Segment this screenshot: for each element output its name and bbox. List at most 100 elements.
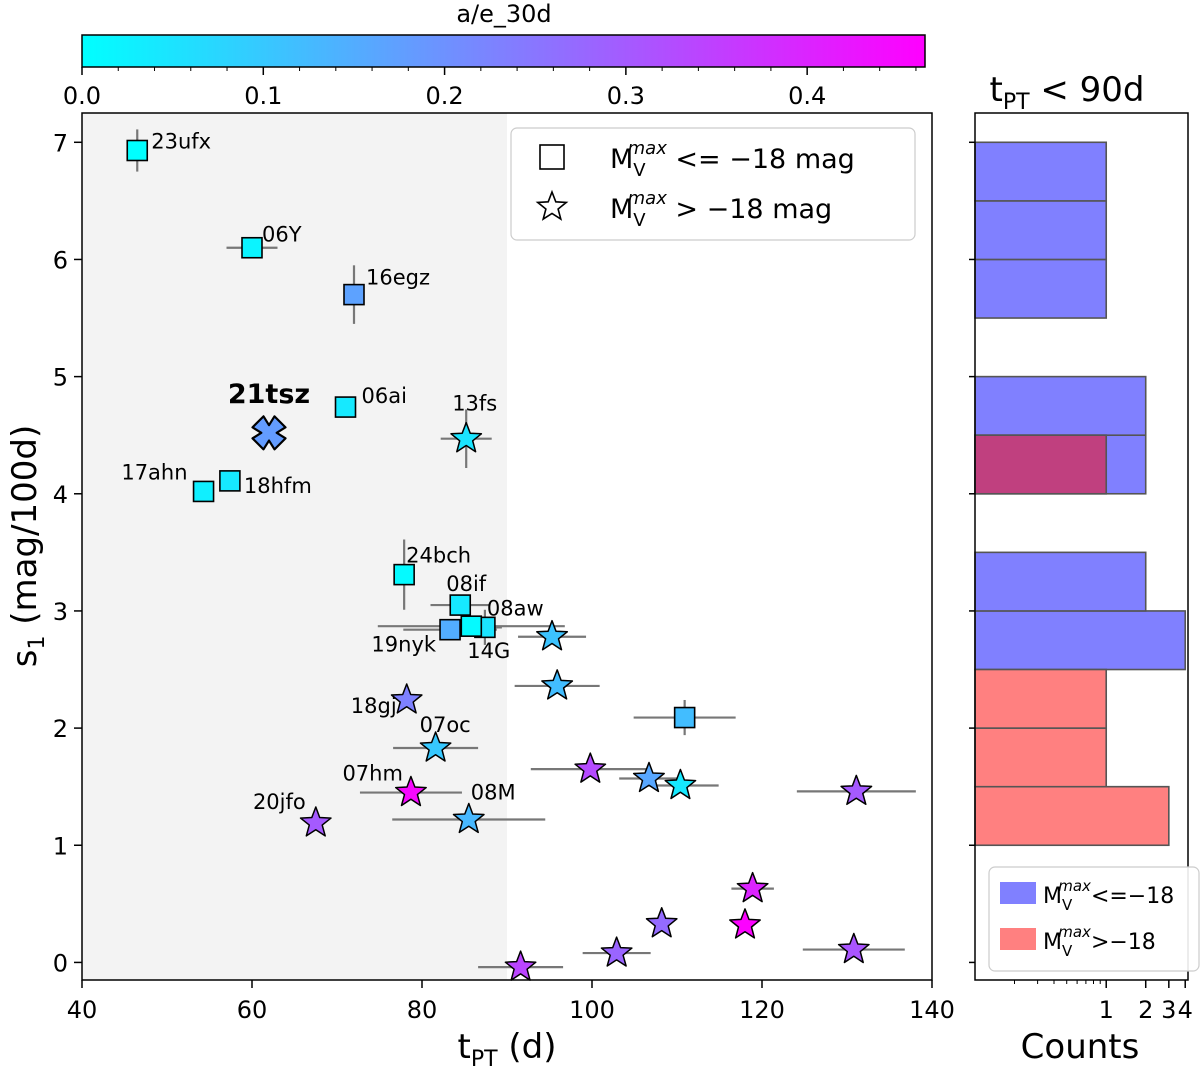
histogram-bar-bright [974, 258, 1108, 319]
data-point-star [536, 619, 569, 651]
data-point-star [664, 768, 697, 800]
colorbar-gradient [81, 34, 926, 68]
data-point-star [450, 421, 483, 453]
data-point-square [393, 563, 415, 586]
x-tick-label: 120 [739, 996, 785, 1024]
data-point-star [394, 775, 427, 807]
histogram-x-tick-label: 4 [1178, 996, 1193, 1024]
point-label: 18hfm [244, 474, 312, 498]
data-point-star [574, 752, 607, 783]
x-tick-label: 60 [237, 996, 268, 1024]
x-tick-label: 140 [909, 996, 955, 1024]
data-point-square [241, 236, 263, 259]
data-point-square [334, 396, 357, 418]
point-label: 17ahn [121, 460, 187, 484]
y-tick-label: 6 [53, 246, 68, 274]
point-label: 20jfo [253, 790, 306, 814]
data-point-star [419, 731, 452, 762]
y-tick-label: 7 [53, 129, 68, 157]
legend-square-icon [539, 144, 565, 170]
point-label: 07hm [342, 762, 403, 786]
data-point-square [449, 594, 472, 616]
y-tick-label: 2 [53, 715, 68, 743]
colorbar: a/e_30d 0.0 0.1 0.2 0.3 0.4 [63, 0, 926, 110]
point-label: 06Y [262, 223, 302, 247]
point-label: 24bch [406, 544, 471, 568]
histogram-x-tick-label: 1 [1099, 996, 1114, 1024]
x-tick-label: 80 [407, 996, 438, 1024]
legend-swatch-bright [1000, 882, 1036, 904]
point-label: 06ai [362, 384, 407, 408]
histogram-x-tick-label: 3 [1161, 996, 1176, 1024]
histogram-bar-bright [974, 375, 1147, 436]
y-tick-label: 0 [53, 949, 68, 977]
scatter-panel: 40 60 80 100 120 140 0 1 2 3 4 5 6 7 23ufx 06Y 16egz 06a… [5, 112, 955, 1067]
histogram-bar-faint [974, 785, 1170, 847]
scatter-frame [81, 112, 933, 981]
point-label: 08M [471, 780, 516, 804]
data-point-square [673, 706, 696, 729]
x-tick-label: 100 [569, 996, 615, 1024]
histogram-bar-faint [974, 727, 1108, 788]
y-tick-label: 1 [53, 832, 68, 860]
histogram-bar-bright [974, 141, 1108, 202]
histogram-x-tick-label: 2 [1138, 996, 1153, 1024]
y-axis-title: s1 (mag/100d) [5, 425, 50, 668]
colorbar-tick-label: 0.0 [63, 82, 101, 110]
y-tick-label: 3 [53, 598, 68, 626]
histogram-legend-entry-bright: MVmax<=−18 [1043, 877, 1174, 914]
data-point-star [729, 908, 761, 939]
legend-entry-square: MVmax <= −18 mag [610, 138, 855, 181]
data-point-star [840, 774, 873, 806]
histogram-legend-entry-faint: MVmax>−18 [1043, 923, 1156, 960]
legend-entry-star: MVmax > −18 mag [610, 188, 832, 231]
data-point-square [126, 139, 149, 162]
data-point-square [460, 615, 483, 637]
scatter-legend: MVmax <= −18 mag MVmax > −18 mag [510, 127, 916, 241]
point-label: 18gj [351, 694, 397, 718]
colorbar-tick-label: 0.1 [244, 82, 282, 110]
colorbar-tick-label: 0.3 [607, 82, 645, 110]
histogram-bar-faint [974, 668, 1108, 729]
histogram-bar-overlap [974, 434, 1108, 495]
data-point-square [343, 283, 365, 306]
histogram-frame [974, 112, 1189, 981]
data-point-star [736, 871, 769, 903]
histogram-bar-bright [974, 551, 1147, 612]
data-point-star [645, 907, 678, 938]
point-label: 08if [446, 572, 487, 596]
data-point-square [439, 618, 461, 641]
point-label: 23ufx [151, 129, 211, 153]
histogram-bar-bright [974, 610, 1187, 671]
point-label: 07oc [420, 713, 471, 737]
data-point-square [192, 480, 215, 503]
colorbar-tick-label: 0.4 [788, 82, 826, 110]
histogram-x-axis-title: Counts [1021, 1027, 1140, 1067]
highlight-label: 21tsz [228, 379, 310, 410]
point-label: 14G [467, 639, 510, 663]
histogram-legend: MVmax<=−18 MVmax>−18 [988, 866, 1200, 972]
data-point-star [541, 669, 574, 700]
shaded-region [82, 113, 507, 980]
point-label: 19nyk [371, 633, 436, 657]
data-point-star [299, 806, 332, 837]
data-point-square [219, 470, 241, 492]
data-point-star [390, 683, 423, 714]
histogram-legend-box [988, 866, 1200, 972]
point-label: 16egz [366, 266, 430, 290]
y-tick-label: 4 [53, 481, 68, 509]
data-point-star [837, 932, 870, 964]
colorbar-label: a/e_30d [456, 0, 551, 28]
data-point-star [600, 936, 633, 967]
data-point-star [632, 761, 665, 793]
colorbar-tick-label: 0.2 [425, 82, 463, 110]
point-label: 13fs [452, 392, 497, 416]
legend-box [510, 127, 916, 241]
highlight-point-x-marker [251, 415, 287, 451]
x-tick-label: 40 [67, 996, 98, 1024]
legend-star-icon [535, 189, 569, 221]
x-axis-title: tPT (d) [458, 1027, 557, 1067]
point-label: 08aw [487, 596, 544, 620]
